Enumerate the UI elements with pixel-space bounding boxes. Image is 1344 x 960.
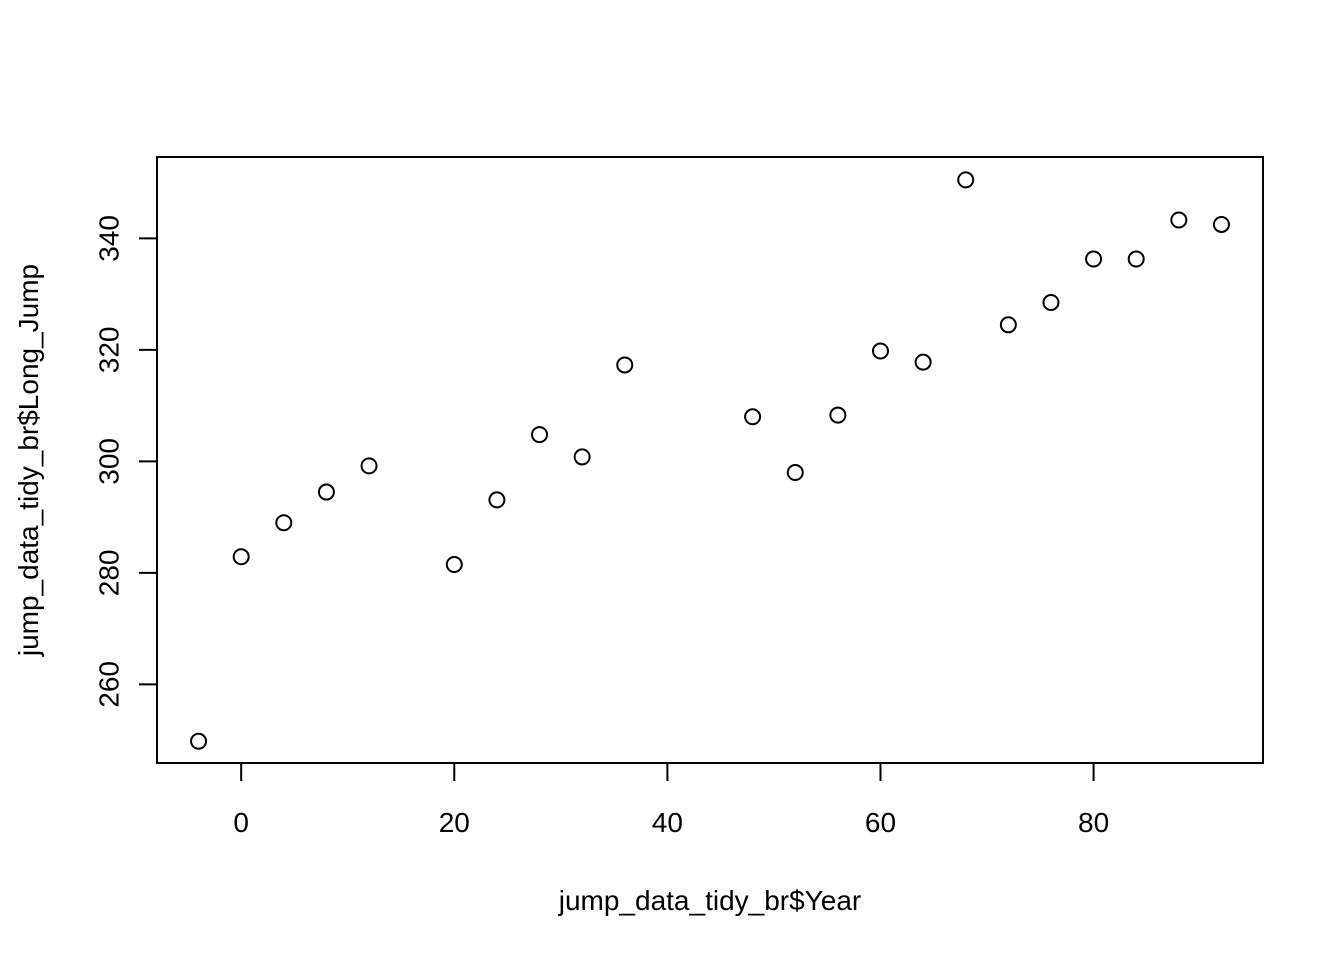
data-point	[1085, 250, 1103, 268]
data-point	[744, 408, 762, 426]
data-point	[573, 448, 591, 466]
y-tick-label: 300	[94, 438, 125, 485]
data-point	[1127, 250, 1145, 268]
data-point	[1170, 211, 1188, 229]
data-point	[999, 316, 1017, 334]
data-point	[786, 464, 804, 482]
plot-frame	[156, 156, 1264, 764]
x-tick-label: 80	[1078, 807, 1109, 838]
y-tick-label: 260	[94, 661, 125, 708]
data-point	[829, 406, 847, 424]
y-tick-label: 340	[94, 215, 125, 262]
data-point	[232, 548, 250, 566]
data-point	[957, 171, 975, 189]
data-point	[1212, 215, 1230, 233]
y-axis: 260 280 300 320 340	[94, 215, 158, 708]
data-point	[616, 356, 634, 374]
data-point	[531, 426, 549, 444]
y-tick-label: 280	[94, 550, 125, 597]
x-tick-label: 0	[233, 807, 249, 838]
data-point	[488, 491, 506, 509]
data-points	[190, 171, 1230, 750]
x-tick-label: 20	[439, 807, 470, 838]
data-point	[360, 457, 378, 475]
data-point	[1042, 294, 1060, 312]
data-point	[445, 556, 463, 574]
x-axis-title: jump_data_tidy_br$Year	[558, 885, 862, 916]
x-tick-label: 40	[652, 807, 683, 838]
y-axis-title: jump_data_tidy_br$Long_Jump	[13, 264, 44, 657]
x-tick-label: 60	[865, 807, 896, 838]
y-tick-label: 320	[94, 327, 125, 374]
data-point	[275, 514, 293, 532]
data-point	[317, 483, 335, 501]
data-point	[914, 353, 932, 371]
data-point	[871, 342, 889, 360]
data-point	[190, 732, 208, 750]
x-axis: 0 20 40 60 80	[233, 762, 1109, 838]
